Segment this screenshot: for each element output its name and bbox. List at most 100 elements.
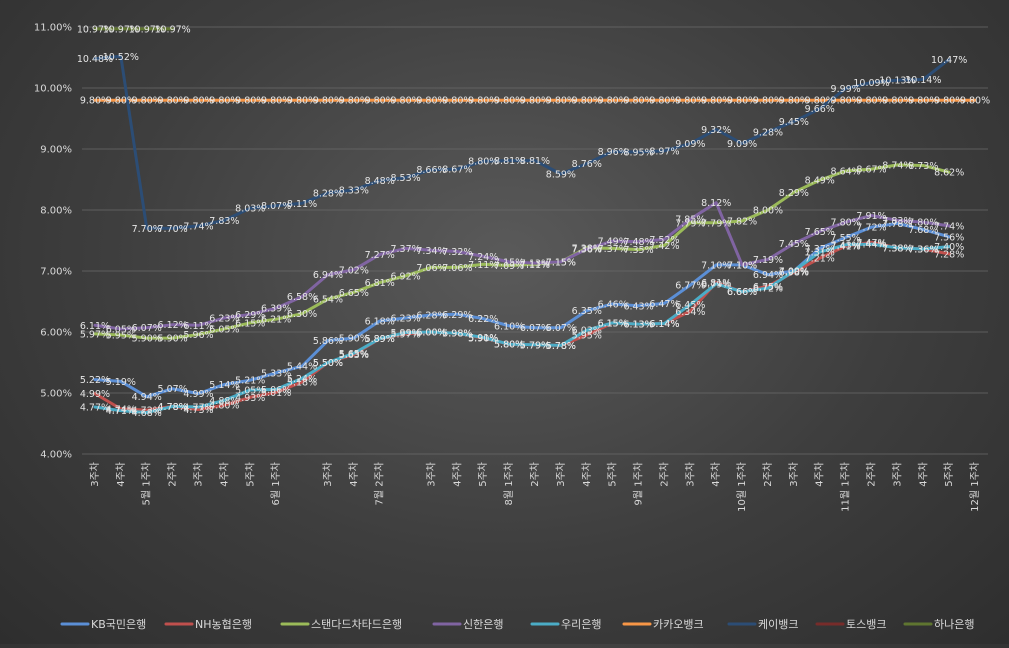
data-label: 6.92% (390, 271, 420, 282)
data-label: 8.11% (287, 199, 317, 210)
data-label: 4.68% (132, 408, 162, 419)
data-label: 7.38% (572, 243, 602, 254)
x-tick-label: 4주차 (218, 462, 230, 487)
data-label: 5.95% (106, 331, 136, 342)
data-label: 6.11% (80, 321, 110, 332)
x-tick-label: 3주차 (322, 462, 334, 487)
data-label: 7.72% (856, 223, 886, 234)
data-label: 9.80% (209, 96, 239, 107)
y-axis-ticks: 4.00% 5.00% 6.00% 7.00% 8.00% 9.00% 10.00% 11.0… (34, 23, 72, 461)
legend-label: 카카오뱅크 (653, 618, 704, 631)
data-label: 8.28% (313, 188, 343, 199)
data-label: 4.71% (106, 406, 136, 417)
data-label: 5.90% (132, 334, 162, 345)
data-label: 6.66% (727, 287, 757, 298)
data-label: 7.49% (598, 237, 628, 248)
data-label: 5.07% (158, 384, 188, 395)
data-label: 8.96% (598, 147, 628, 158)
data-label: 10.13% (879, 76, 915, 87)
data-label: 6.00% (416, 328, 446, 339)
legend-label: 하나은행 (934, 617, 974, 631)
data-label: 6.05% (209, 324, 239, 335)
legend-item: KB국민은행 (60, 618, 146, 631)
data-label: 5.65% (339, 349, 369, 360)
x-tick-label: 2주차 (866, 462, 878, 487)
data-label: 9.80% (416, 96, 446, 107)
data-label: 7.13% (520, 259, 550, 270)
data-label: 9.80% (287, 96, 317, 107)
data-label: 7.47% (856, 238, 886, 249)
data-label: 8.49% (805, 176, 835, 187)
data-label: 9.80% (882, 96, 912, 107)
data-label: 6.54% (313, 295, 343, 306)
data-label: 8.97% (649, 146, 679, 157)
data-label: 8.81% (520, 156, 550, 167)
data-label: 6.94% (753, 270, 783, 281)
data-label: 10.14% (905, 75, 941, 86)
data-label: 5.79% (520, 340, 550, 351)
data-label: 4.99% (183, 389, 213, 400)
data-label: 8.80% (468, 157, 498, 168)
data-label: 9.80% (390, 96, 420, 107)
data-label: 9.28% (753, 127, 783, 138)
data-label: 4.72% (132, 406, 162, 417)
data-label: 7.37% (598, 244, 628, 255)
x-axis-ticks: 3주차 4주차 5월 1주차 2주차 3주차 4주차 5주차 6월 1주차 3주차 4주차 7월 2… (89, 462, 981, 512)
data-label: 8.07% (261, 201, 291, 212)
x-tick-label: 5주차 (943, 462, 955, 487)
data-label: 6.79% (701, 279, 731, 290)
x-tick-label: 10월 1주차 (736, 462, 748, 512)
data-label: 4.77% (183, 403, 213, 414)
data-label: 8.12% (701, 198, 731, 209)
legend-label: KB국민은행 (91, 618, 146, 631)
data-label: 5.80% (494, 340, 524, 351)
data-label: 6.15% (598, 318, 628, 329)
data-label: 7.80% (908, 218, 938, 229)
data-label: 7.40% (934, 242, 964, 253)
series-layer (93, 27, 977, 415)
data-label: 4.73% (183, 405, 213, 416)
data-label: 4.93% (235, 393, 265, 404)
data-label: 9.80% (132, 96, 162, 107)
data-label: 7.24% (468, 252, 498, 263)
data-label: 7.70% (132, 224, 162, 235)
data-label: 6.94% (313, 270, 343, 281)
data-label: 5.18% (287, 378, 317, 389)
data-label: 7.06% (442, 263, 472, 274)
data-label: 8.74% (882, 160, 912, 171)
data-label: 6.00% (416, 328, 446, 339)
x-tick-label: 3주차 (891, 462, 903, 487)
data-label: 7.28% (934, 249, 964, 260)
x-tick-label: 7월 2주차 (374, 462, 386, 506)
data-label: 7.36% (572, 245, 602, 256)
data-label: 7.36% (908, 245, 938, 256)
data-label: 7.83% (882, 216, 912, 227)
data-label: 9.80% (908, 96, 938, 107)
data-label: 4.99% (80, 389, 110, 400)
x-tick-label: 5월 1주차 (141, 462, 153, 506)
data-label: 4.74% (106, 404, 136, 415)
data-label: 9.66% (805, 104, 835, 115)
data-label: 9.80% (261, 96, 291, 107)
x-tick-label: 4주차 (348, 462, 360, 487)
data-label: 6.66% (727, 287, 757, 298)
data-label: 8.48% (365, 176, 395, 187)
data-label: 5.22% (80, 375, 110, 386)
legend-label: 케이뱅크 (758, 618, 798, 631)
data-label: 9.09% (727, 139, 757, 150)
data-label: 5.90% (158, 334, 188, 345)
data-label: 6.58% (287, 292, 317, 303)
data-label: 6.22% (468, 314, 498, 325)
x-tick-label: 3주차 (684, 462, 696, 487)
data-label: 8.81% (494, 156, 524, 167)
data-label: 9.80% (598, 96, 628, 107)
data-label: 6.18% (365, 317, 395, 328)
data-label: 5.44% (287, 362, 317, 373)
data-label: 9.80% (675, 96, 705, 107)
data-label: 6.72% (753, 284, 783, 295)
data-label: 7.38% (882, 243, 912, 254)
legend-item: 카카오뱅크 (622, 618, 704, 631)
data-label: 8.59% (546, 170, 576, 181)
legend-item: 케이뱅크 (727, 618, 798, 631)
